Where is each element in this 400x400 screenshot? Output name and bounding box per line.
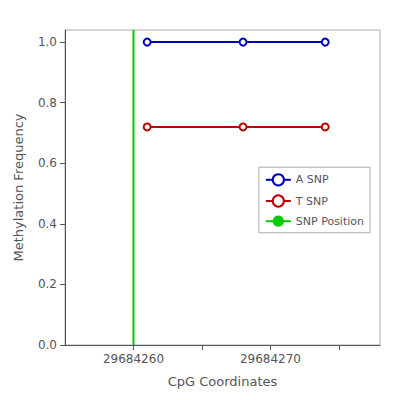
svg-text:Methylation Frequency: Methylation Frequency: [11, 113, 26, 261]
svg-text:T SNP: T SNP: [295, 195, 328, 208]
svg-text:SNP Position: SNP Position: [296, 215, 364, 228]
svg-text:29684260: 29684260: [103, 352, 164, 366]
svg-text:1.0: 1.0: [38, 35, 57, 49]
svg-text:29684270: 29684270: [240, 352, 301, 366]
svg-text:0.2: 0.2: [38, 277, 57, 291]
svg-text:CpG Coordinates: CpG Coordinates: [168, 374, 278, 389]
svg-text:0.6: 0.6: [38, 156, 57, 170]
svg-text:A SNP: A SNP: [296, 173, 329, 186]
svg-text:0.0: 0.0: [38, 338, 57, 352]
svg-text:0.4: 0.4: [38, 217, 57, 231]
svg-text:0.8: 0.8: [38, 96, 57, 110]
